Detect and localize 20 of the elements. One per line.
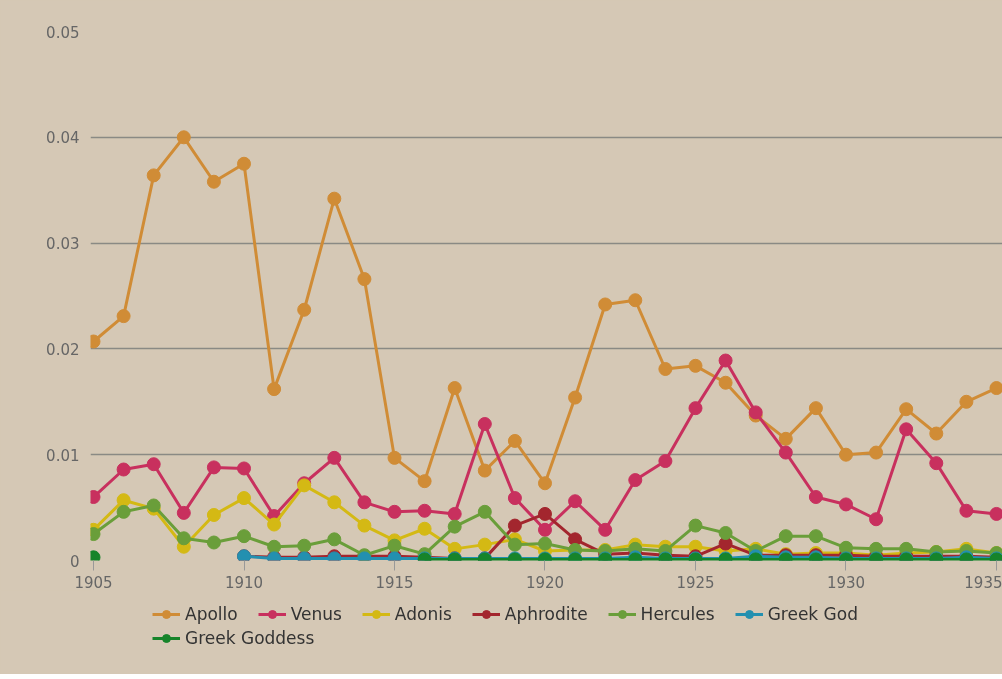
y-tick-label: 0.03 [46, 235, 80, 254]
x-tick-label: 1925 [676, 573, 715, 592]
x-tick-label: 1905 [74, 573, 113, 592]
y-tick-label: 0.04 [46, 129, 80, 148]
x-tick-label: 1930 [826, 573, 866, 592]
legend-label: Greek God [767, 604, 858, 624]
legend-label: Adonis [394, 604, 452, 624]
y-tick-label: 0.01 [46, 446, 80, 465]
x-tick-label: 1935 [964, 573, 1002, 592]
legend-label: Venus [290, 604, 342, 624]
legend-label: Greek Goddess [185, 628, 315, 648]
y-tick-label: 0.02 [46, 340, 80, 359]
legend-label: Aphrodite [504, 604, 588, 624]
legend-label: Apollo [185, 604, 238, 624]
x-tick-label: 1910 [224, 573, 264, 592]
x-tick-label: 1920 [525, 573, 565, 592]
y-tick-label: 0 [69, 552, 80, 571]
x-tick-label: 1915 [375, 573, 414, 592]
legend-label: Hercules [640, 604, 715, 624]
y-tick-label: 0.05 [46, 23, 80, 42]
